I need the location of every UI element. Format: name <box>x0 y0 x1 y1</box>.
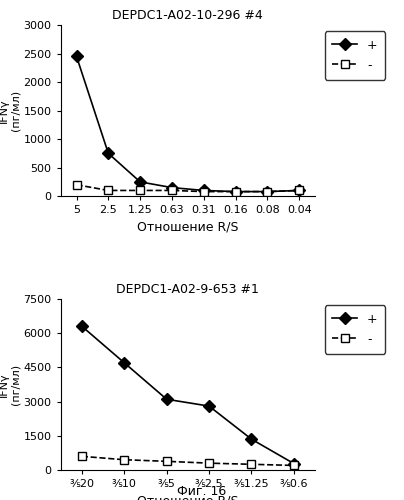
Title: DEPDC1-A02-9-653 #1: DEPDC1-A02-9-653 #1 <box>116 284 259 296</box>
X-axis label: Отношение R/S: Отношение R/S <box>137 494 239 500</box>
Title: DEPDC1-A02-10-296 #4: DEPDC1-A02-10-296 #4 <box>112 10 263 22</box>
Text: Фиг. 16: Фиг. 16 <box>177 485 227 498</box>
X-axis label: Отношение R/S: Отношение R/S <box>137 220 239 234</box>
Y-axis label: IFNγ
(пг/мл): IFNγ (пг/мл) <box>0 90 21 131</box>
Y-axis label: IFNγ
(пг/мл): IFNγ (пг/мл) <box>0 364 21 405</box>
Legend: +, -: +, - <box>324 31 385 80</box>
Legend: +, -: +, - <box>324 305 385 354</box>
